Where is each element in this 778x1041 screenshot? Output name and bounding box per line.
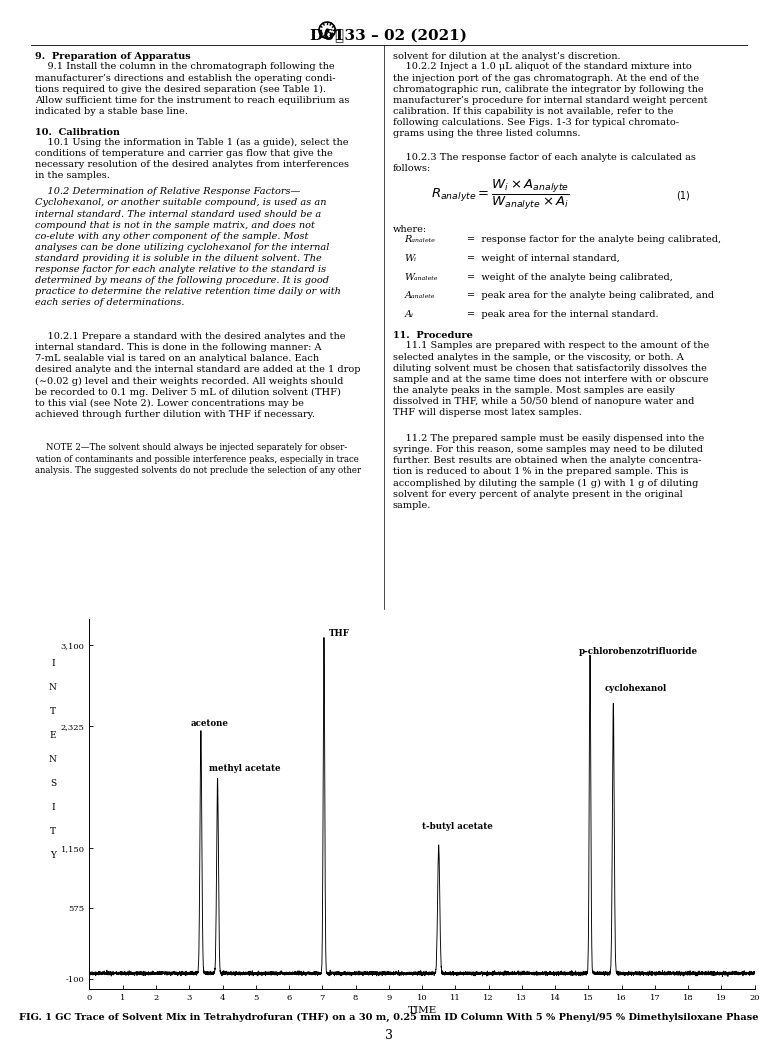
Text: 3: 3	[385, 1029, 393, 1041]
Text: 10.  Calibration: 10. Calibration	[35, 128, 120, 137]
Text: I: I	[51, 804, 54, 812]
Text: =  weight of internal standard,: = weight of internal standard,	[467, 254, 619, 263]
Text: (1): (1)	[676, 191, 690, 200]
Text: 9.1 Install the column in the chromatograph following the
manufacturer’s directi: 9.1 Install the column in the chromatogr…	[35, 62, 349, 116]
Text: cyclohexanol: cyclohexanol	[605, 684, 668, 693]
Text: 11.2 The prepared sample must be easily dispensed into the
syringe. For this rea: 11.2 The prepared sample must be easily …	[393, 434, 704, 510]
Text: T: T	[50, 828, 56, 836]
Text: methyl acetate: methyl acetate	[209, 764, 281, 773]
Text: =  peak area for the internal standard.: = peak area for the internal standard.	[467, 310, 658, 320]
Text: 11.1 Samples are prepared with respect to the amount of the
selected analytes in: 11.1 Samples are prepared with respect t…	[393, 341, 709, 417]
Text: 10.2 Determination of Relative Response Factors—
Cyclohexanol, or another suitab: 10.2 Determination of Relative Response …	[35, 187, 341, 307]
Text: I: I	[51, 659, 54, 668]
Text: T: T	[50, 707, 56, 716]
Text: N: N	[49, 756, 57, 764]
Text: NOTE 2—The solvent should always be injected separately for obser-
vation of con: NOTE 2—The solvent should always be inje…	[35, 443, 361, 475]
X-axis label: TIME: TIME	[408, 1006, 436, 1015]
Text: N: N	[49, 683, 57, 692]
Text: p-chlorobenzotrifluoride: p-chlorobenzotrifluoride	[578, 646, 697, 656]
Text: =  peak area for the analyte being calibrated, and: = peak area for the analyte being calibr…	[467, 291, 714, 301]
Text: where:: where:	[393, 225, 427, 234]
Text: =  weight of the analyte being calibrated,: = weight of the analyte being calibrated…	[467, 273, 673, 282]
Text: =  response factor for the analyte being calibrated,: = response factor for the analyte being …	[467, 235, 721, 245]
Text: 11.  Procedure: 11. Procedure	[393, 331, 473, 340]
Text: 9.  Preparation of Apparatus: 9. Preparation of Apparatus	[35, 52, 191, 61]
Text: t-butyl acetate: t-butyl acetate	[422, 821, 492, 831]
Text: $R_{analyte}=\dfrac{W_i\times A_{analyte}}{W_{analyte}\times A_i}$: $R_{analyte}=\dfrac{W_i\times A_{analyte…	[431, 178, 569, 212]
Text: Aₐₙₐₗₑₜₑ: Aₐₙₐₗₑₜₑ	[405, 291, 435, 301]
Text: S: S	[50, 780, 56, 788]
Text: 10.1 Using the information in Table 1 (as a guide), select the
conditions of tem: 10.1 Using the information in Table 1 (a…	[35, 137, 349, 180]
Text: Y: Y	[50, 852, 56, 861]
Text: 10.2.1 Prepare a standard with the desired analytes and the
internal standard. T: 10.2.1 Prepare a standard with the desir…	[35, 332, 360, 420]
Text: FIG. 1 GC Trace of Solvent Mix in Tetrahydrofuran (THF) on a 30 m, 0.25 mm ID Co: FIG. 1 GC Trace of Solvent Mix in Tetrah…	[19, 1013, 759, 1022]
Text: Wᵢ: Wᵢ	[405, 254, 416, 263]
Text: solvent for dilution at the analyst’s discretion.: solvent for dilution at the analyst’s di…	[393, 52, 621, 61]
Text: D6133 – 02 (2021): D6133 – 02 (2021)	[310, 28, 468, 43]
Text: THF: THF	[329, 629, 350, 638]
Text: acetone: acetone	[191, 718, 229, 728]
Text: 10.2.3 The response factor of each analyte is calculated as
follows:: 10.2.3 The response factor of each analy…	[393, 153, 696, 173]
Text: E: E	[50, 732, 56, 740]
Text: Rₐₙₐₗₑₜₑ: Rₐₙₐₗₑₜₑ	[405, 235, 436, 245]
Text: Aᵢ: Aᵢ	[405, 310, 414, 320]
Text: Wₐₙₐₗₑₜₑ: Wₐₙₐₗₑₜₑ	[405, 273, 438, 282]
Text: ⦿: ⦿	[334, 28, 343, 43]
Text: 10.2.2 Inject a 1.0 μL aliquot of the standard mixture into
the injection port o: 10.2.2 Inject a 1.0 μL aliquot of the st…	[393, 62, 707, 138]
